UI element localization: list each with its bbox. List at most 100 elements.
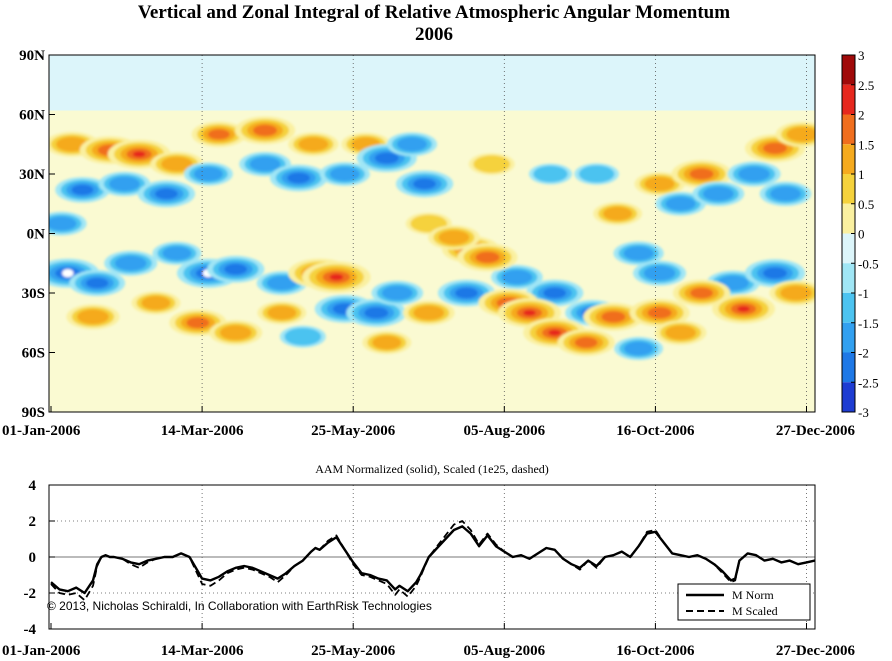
heatmap-contour xyxy=(329,273,344,281)
heatmap-contour xyxy=(141,295,171,310)
colorbar-tick-label: -1 xyxy=(858,286,869,301)
colorbar-tick-label: -2 xyxy=(858,346,869,361)
heatmap-contour xyxy=(114,255,147,271)
heatmap-contour xyxy=(438,230,470,245)
heatmap-contour xyxy=(372,335,402,350)
colorbar-cell xyxy=(842,114,855,145)
colorbar-cell xyxy=(842,84,855,115)
heatmap-contour xyxy=(85,277,109,289)
heatmap-contour xyxy=(702,186,734,202)
heatmap-cell xyxy=(279,325,326,348)
heatmap-contour xyxy=(574,337,598,348)
legend-label-norm: M Norm xyxy=(732,588,774,602)
colorbar-tick-label: -2.5 xyxy=(858,375,879,390)
heatmap-cell xyxy=(371,280,424,306)
heatmap-cell xyxy=(654,320,707,345)
y-tick-label: 30S xyxy=(22,286,45,302)
colorbar-tick-label: 0.5 xyxy=(858,197,874,212)
colorbar-cell xyxy=(842,144,855,174)
heatmap-cell xyxy=(104,250,158,276)
heatmap-contour xyxy=(623,246,654,261)
heatmap-contour xyxy=(267,305,297,320)
heatmap-cell xyxy=(207,255,265,283)
heatmap-contour xyxy=(644,176,675,192)
colorbar-cell xyxy=(842,293,855,323)
colorbar-tick-label: 2 xyxy=(858,108,865,123)
heatmap-cell xyxy=(66,304,120,330)
heatmap-contour xyxy=(786,126,815,142)
heatmap-contour xyxy=(108,176,140,192)
heatmap-contour xyxy=(665,196,696,211)
x-tick-label: 25-May-2006 xyxy=(311,643,396,659)
colorbar-tick-label: 1 xyxy=(858,167,865,182)
series-line-m-scaled xyxy=(50,520,815,602)
colorbar-cell xyxy=(842,203,855,234)
heatmap-cell xyxy=(457,243,518,272)
heatmap-contour xyxy=(186,317,210,329)
heatmap-cell xyxy=(672,279,731,307)
x-tick-label: 05-Aug-2006 xyxy=(463,423,545,439)
heatmap-contour xyxy=(284,327,322,346)
heatmap-cell xyxy=(49,211,87,236)
heatmap-cell xyxy=(152,241,202,265)
heatmap-cell xyxy=(528,163,573,185)
heatmap-contour xyxy=(413,178,436,190)
heatmap-contour xyxy=(548,329,561,336)
heatmap-contour xyxy=(647,307,672,319)
heatmap-contour xyxy=(155,188,178,200)
heatmap-contour xyxy=(162,246,192,261)
x-tick-label: 01-Jan-2006 xyxy=(2,423,81,439)
colorbar-cell xyxy=(842,322,855,353)
heatmap-cell xyxy=(395,170,454,198)
heatmap-cell xyxy=(257,301,307,325)
heatmap-cell xyxy=(745,259,806,288)
heatmap-contour xyxy=(207,129,230,140)
line-chart-plot: 4 2 0 -2 -4 01-Jan-2006 14-Mar-2006 25-May-200… xyxy=(2,478,855,659)
heatmap-cell xyxy=(727,161,781,187)
heatmap-contour xyxy=(381,285,413,301)
heatmap-contour xyxy=(396,137,428,152)
y-tick-label: 0 xyxy=(29,550,37,566)
colorbar-cell xyxy=(842,55,855,85)
heatmap-contour xyxy=(298,137,329,152)
y-tick-label: 90S xyxy=(22,405,45,421)
heatmap-contour xyxy=(224,263,248,275)
heatmap-contour xyxy=(501,269,533,285)
heatmap-cell xyxy=(98,171,151,197)
heatmap-contour xyxy=(266,275,297,291)
heatmap-cell xyxy=(775,121,815,147)
y-tick-label: -4 xyxy=(24,622,37,638)
heatmap-contour xyxy=(689,168,714,180)
band-polar-north xyxy=(49,55,815,111)
x-tick-label: 16-Oct-2006 xyxy=(616,643,695,659)
heatmap-cell xyxy=(468,153,515,176)
heatmap-contour xyxy=(49,216,77,231)
colorbar-tick-label: -1.5 xyxy=(858,316,879,331)
heatmap-contour xyxy=(475,251,500,263)
heatmap-contour xyxy=(738,166,770,182)
heatmap-contour xyxy=(473,155,511,173)
heatmap-contour xyxy=(603,206,633,221)
colorbar-cell xyxy=(842,174,855,204)
heatmap-contour xyxy=(219,325,252,341)
heatmap-contour xyxy=(770,186,802,202)
colorbar-cell xyxy=(842,233,855,264)
colorbar-tick-label: 1.5 xyxy=(858,137,874,152)
x-tick-label: 25-May-2006 xyxy=(311,423,396,439)
heatmap-contour xyxy=(780,285,812,301)
heatmap-cell xyxy=(131,291,181,315)
x-tick-label: 27-Dec-2006 xyxy=(776,423,856,439)
heatmap-contour xyxy=(132,151,146,158)
heatmap-contour xyxy=(193,167,223,181)
heatmap-cell xyxy=(402,300,455,326)
heatmap-cell xyxy=(191,121,247,148)
heatmap-contour xyxy=(374,152,399,164)
legend-box xyxy=(677,583,811,621)
colorbar: 3 2.5 2 1.5 1 0.5 0 -0.5 -1 -1.5 -2 -2.5 -3 xyxy=(841,48,879,420)
heatmap-cell xyxy=(759,181,812,207)
heatmap-cell xyxy=(270,164,328,192)
heatmap-contour xyxy=(578,165,615,183)
heatmap-cell xyxy=(235,116,296,145)
heatmap-contour xyxy=(56,136,88,152)
heatmap-contour xyxy=(523,309,536,316)
